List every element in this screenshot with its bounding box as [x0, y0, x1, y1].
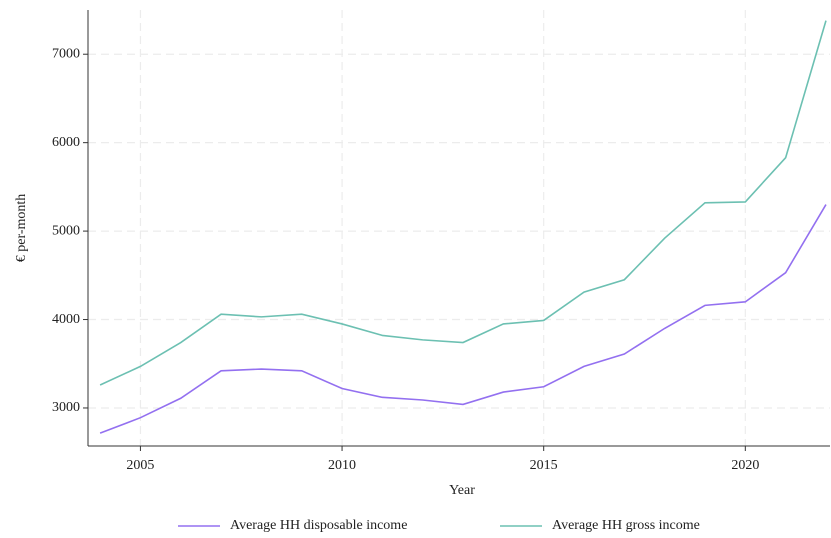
- series-line: [99, 204, 827, 434]
- x-tick-label: 2020: [731, 458, 759, 473]
- x-tick-label: 2010: [328, 458, 356, 473]
- x-tick-label: 2015: [530, 458, 558, 473]
- legend-label: Average HH disposable income: [230, 518, 407, 533]
- y-tick-label: 7000: [52, 46, 80, 61]
- y-tick-label: 3000: [52, 400, 80, 415]
- x-axis-label: Year: [449, 483, 475, 498]
- y-axis-label: € per-month: [14, 194, 29, 263]
- series-line: [99, 20, 827, 386]
- y-tick-label: 4000: [52, 312, 80, 327]
- x-tick-label: 2005: [126, 458, 154, 473]
- legend-label: Average HH gross income: [552, 518, 700, 533]
- y-tick-label: 5000: [52, 223, 80, 238]
- y-tick-label: 6000: [52, 135, 80, 150]
